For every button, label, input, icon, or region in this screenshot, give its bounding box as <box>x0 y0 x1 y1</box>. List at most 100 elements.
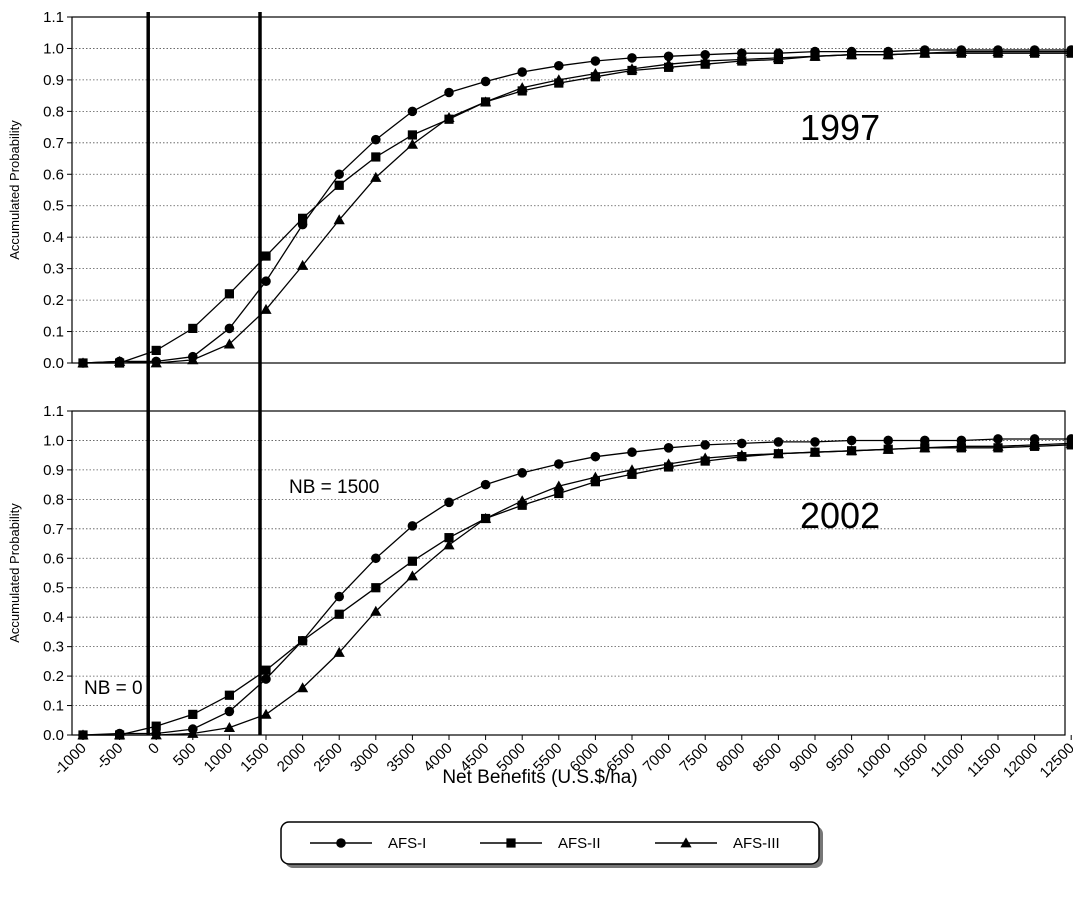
data-point <box>846 49 858 60</box>
data-point <box>737 438 747 449</box>
data-point <box>810 437 820 447</box>
data-point <box>992 46 1004 56</box>
x-tick-label: 3500 <box>384 740 420 776</box>
x-tick-label: 11500 <box>964 740 1005 781</box>
data-point <box>736 53 748 64</box>
data-point <box>371 553 381 564</box>
series-line <box>82 50 1072 364</box>
legend-item-afs-i: AFS-I <box>310 835 426 852</box>
legend-item-afs-ii: AFS-II <box>480 835 601 852</box>
legend-label: AFS-II <box>558 835 601 852</box>
data-point <box>700 440 710 450</box>
data-point <box>663 458 675 469</box>
data-point <box>1065 437 1073 448</box>
data-point <box>223 338 235 349</box>
panel-1997: 0.0 0.1 0.2 0.3 0.4 0.5 0.6 0.7 0.8 0.9 1.0 1.1 Accu… <box>7 9 1073 372</box>
series-line <box>83 442 1072 736</box>
year-annotation: 2002 <box>800 495 880 536</box>
data-point <box>882 443 894 454</box>
y-tick-label: 0.4 <box>43 229 64 246</box>
legend-label: AFS-III <box>733 835 780 852</box>
x-tick-label: 12000 <box>1000 740 1042 782</box>
legend-item-afs-iii: AFS-III <box>655 835 780 852</box>
series-line <box>82 438 1072 736</box>
data-point <box>627 469 637 479</box>
data-point <box>846 435 857 446</box>
data-point <box>956 435 967 446</box>
data-point <box>626 63 638 74</box>
data-point <box>407 130 417 140</box>
y-tick-label: 0.4 <box>43 609 64 626</box>
data-point <box>261 251 271 261</box>
y-tick-label: 0.6 <box>43 166 64 183</box>
data-point <box>516 82 528 93</box>
data-point <box>150 729 162 740</box>
data-point <box>444 87 454 98</box>
data-point <box>553 74 565 85</box>
data-point <box>224 706 235 717</box>
y-tick-label: 0.3 <box>43 639 64 656</box>
x-tick-label: 1000 <box>201 740 237 776</box>
x-tick-label: 10000 <box>854 740 896 782</box>
data-point <box>407 556 417 566</box>
data-point <box>516 495 528 506</box>
data-point <box>370 171 382 182</box>
data-point <box>188 709 198 719</box>
x-axis-title: Net Benefits (U.S.$/ha) <box>442 767 637 788</box>
data-point <box>444 497 454 508</box>
data-point <box>260 303 272 314</box>
data-point <box>224 690 234 700</box>
data-point <box>589 68 601 79</box>
threshold-lines <box>146 12 262 735</box>
data-point <box>77 357 89 368</box>
panel-2002: 0.0 0.1 0.2 0.3 0.4 0.5 0.6 0.7 0.8 0.9 1.0 1.1 Accu… <box>7 403 1073 744</box>
series-afs-iii <box>77 437 1073 740</box>
data-point <box>371 134 381 145</box>
x-tick-label: -1000 <box>51 740 90 779</box>
data-point <box>517 67 527 77</box>
data-point <box>224 289 234 299</box>
data-point <box>333 214 345 225</box>
data-point <box>589 471 601 482</box>
x-tick-label: 9000 <box>786 740 822 776</box>
legend-label: AFS-I <box>388 835 426 852</box>
data-point <box>919 442 931 453</box>
x-tick-label: 2000 <box>274 740 310 776</box>
annotation-nb-0: NB = 0 <box>84 678 143 699</box>
data-point <box>955 440 967 451</box>
data-point <box>590 451 601 462</box>
data-point <box>334 609 344 619</box>
data-point <box>553 480 565 491</box>
x-tick-label: 1500 <box>237 740 273 776</box>
legend-marker <box>680 837 692 848</box>
data-point <box>737 48 747 58</box>
data-point <box>297 682 309 693</box>
data-point <box>1065 46 1073 56</box>
data-point <box>772 448 784 459</box>
series-afs-i <box>78 434 1073 740</box>
data-point <box>736 449 748 460</box>
data-point <box>883 435 893 446</box>
annotation-nb-1500: NB = 1500 <box>289 477 379 498</box>
data-point <box>992 440 1004 451</box>
data-point <box>298 213 308 223</box>
data-point <box>1029 46 1041 56</box>
data-point <box>663 51 674 62</box>
x-tick-label: 7000 <box>640 740 676 776</box>
data-point <box>846 445 858 456</box>
y-tick-label: 0.5 <box>43 198 64 215</box>
y-tick-label: 1.1 <box>43 403 64 420</box>
data-point <box>297 259 309 270</box>
y-tick-label: 0.2 <box>43 668 64 685</box>
data-point <box>590 477 600 487</box>
y-tick-label: 0.3 <box>43 261 64 278</box>
x-tick-label: 8500 <box>750 740 786 776</box>
year-annotation: 1997 <box>800 107 880 148</box>
legend: AFS-I AFS-II AFS-III <box>280 821 823 868</box>
data-point <box>993 434 1003 444</box>
data-point <box>663 58 675 69</box>
x-tick-label: 2500 <box>310 740 346 776</box>
data-point <box>480 512 492 523</box>
y-tick-label: 0.2 <box>43 292 64 309</box>
y-tick-label: 1.1 <box>43 9 64 26</box>
